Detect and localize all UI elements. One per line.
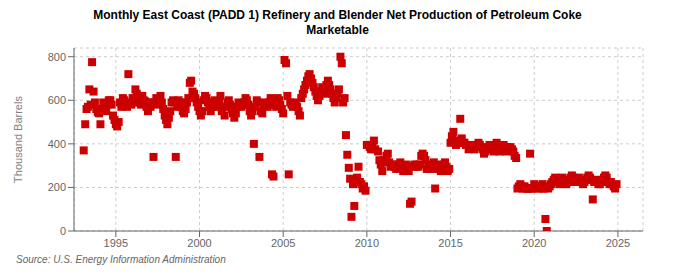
html-text:Source: U.S. Energy Informatio: Source: U.S. Energy Information Administ… xyxy=(16,254,226,265)
svg-text:800: 800 xyxy=(48,51,66,63)
svg-text:2020: 2020 xyxy=(522,237,546,249)
svg-text:2025: 2025 xyxy=(606,237,630,249)
svg-text:0: 0 xyxy=(60,225,66,237)
html-text:Marketable: Marketable xyxy=(306,23,369,37)
svg-text:Thousand Barrels: Thousand Barrels xyxy=(12,96,24,183)
html-text:Monthly East Coast (PADD 1) Re: Monthly East Coast (PADD 1) Refinery and… xyxy=(93,8,582,22)
svg-text:600: 600 xyxy=(48,94,66,106)
svg-text:2005: 2005 xyxy=(271,237,295,249)
svg-text:200: 200 xyxy=(48,181,66,193)
svg-text:2000: 2000 xyxy=(187,237,211,249)
svg-text:2010: 2010 xyxy=(355,237,379,249)
svg-text:400: 400 xyxy=(48,138,66,150)
svg-text:1995: 1995 xyxy=(104,237,128,249)
svg-text:2015: 2015 xyxy=(438,237,462,249)
